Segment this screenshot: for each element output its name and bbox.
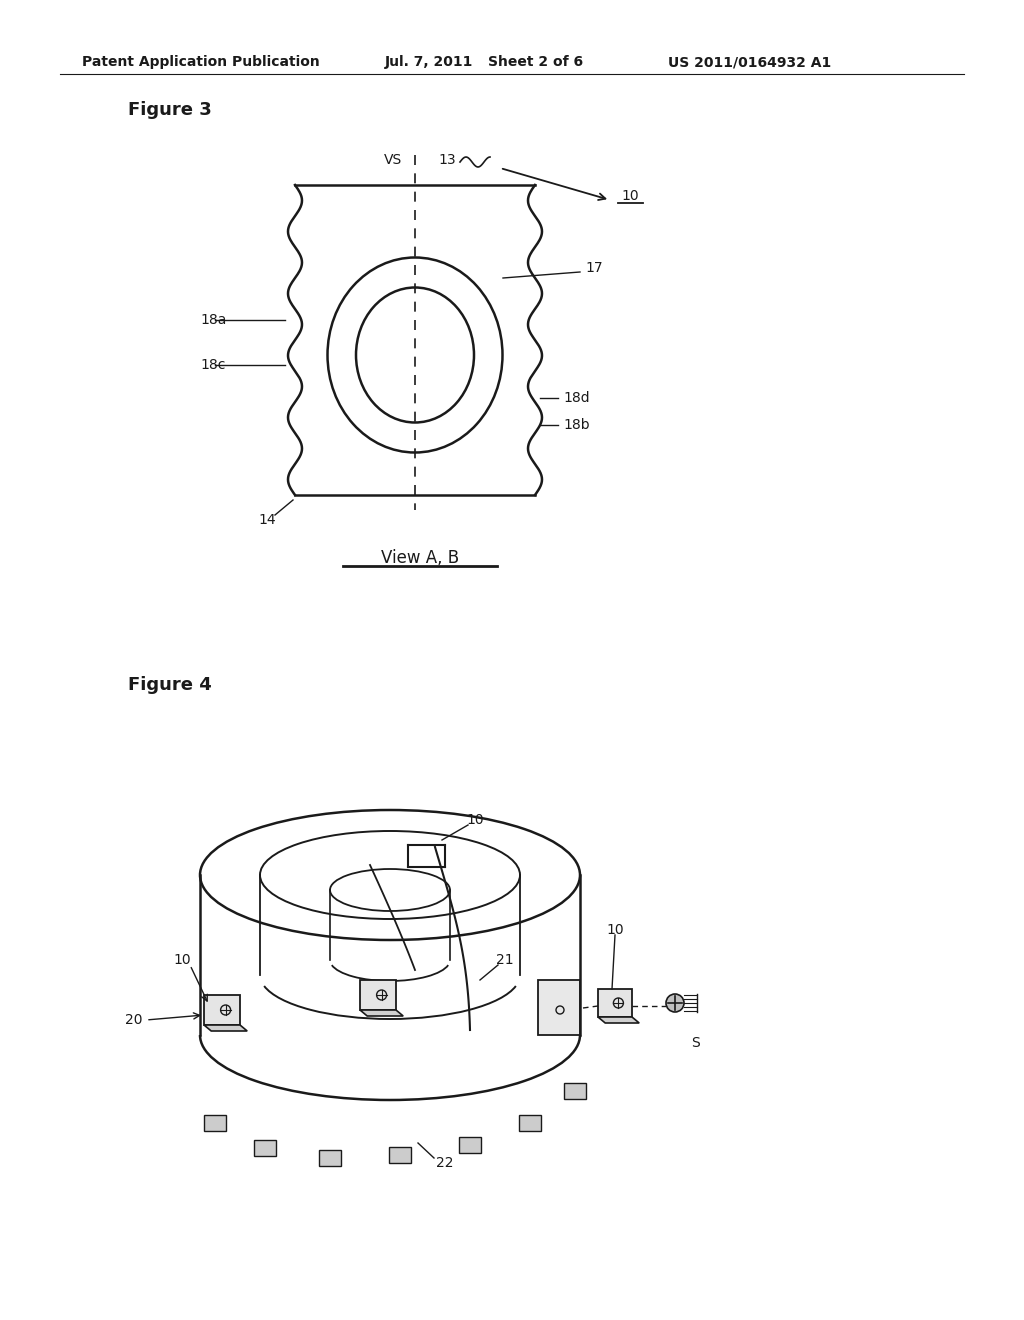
- Text: 18d: 18d: [563, 391, 590, 405]
- Text: Jul. 7, 2011: Jul. 7, 2011: [385, 55, 473, 69]
- Text: 13: 13: [438, 153, 456, 168]
- Polygon shape: [204, 1026, 247, 1031]
- Text: VS: VS: [384, 153, 402, 168]
- Text: 10: 10: [466, 813, 483, 828]
- Bar: [204, 995, 240, 1026]
- Text: 21: 21: [497, 953, 514, 968]
- Text: US 2011/0164932 A1: US 2011/0164932 A1: [668, 55, 831, 69]
- Text: 18b: 18b: [563, 418, 590, 432]
- Text: View A, B: View A, B: [381, 549, 459, 568]
- Bar: [254, 1140, 276, 1156]
- Text: Figure 3: Figure 3: [128, 102, 212, 119]
- Bar: [598, 989, 632, 1016]
- Bar: [389, 1147, 411, 1163]
- Text: S: S: [690, 1036, 699, 1049]
- Ellipse shape: [666, 994, 684, 1012]
- Polygon shape: [538, 979, 580, 1035]
- Bar: [360, 979, 396, 1010]
- Text: Figure 4: Figure 4: [128, 676, 212, 694]
- Text: 20: 20: [125, 1012, 142, 1027]
- Bar: [319, 1150, 341, 1166]
- Text: 14: 14: [258, 513, 275, 527]
- Text: 22: 22: [436, 1156, 454, 1170]
- Text: 10: 10: [622, 189, 639, 203]
- Text: 10: 10: [606, 923, 624, 937]
- Bar: [204, 1115, 226, 1131]
- Text: 18c: 18c: [200, 358, 225, 372]
- Text: Patent Application Publication: Patent Application Publication: [82, 55, 319, 69]
- Text: 10: 10: [173, 953, 190, 968]
- Bar: [459, 1137, 481, 1152]
- Bar: [564, 1082, 586, 1100]
- Text: 17: 17: [585, 261, 603, 275]
- Bar: [519, 1115, 541, 1131]
- Text: Sheet 2 of 6: Sheet 2 of 6: [488, 55, 583, 69]
- Polygon shape: [360, 1010, 403, 1016]
- Text: 18a: 18a: [200, 313, 226, 327]
- Polygon shape: [598, 1016, 639, 1023]
